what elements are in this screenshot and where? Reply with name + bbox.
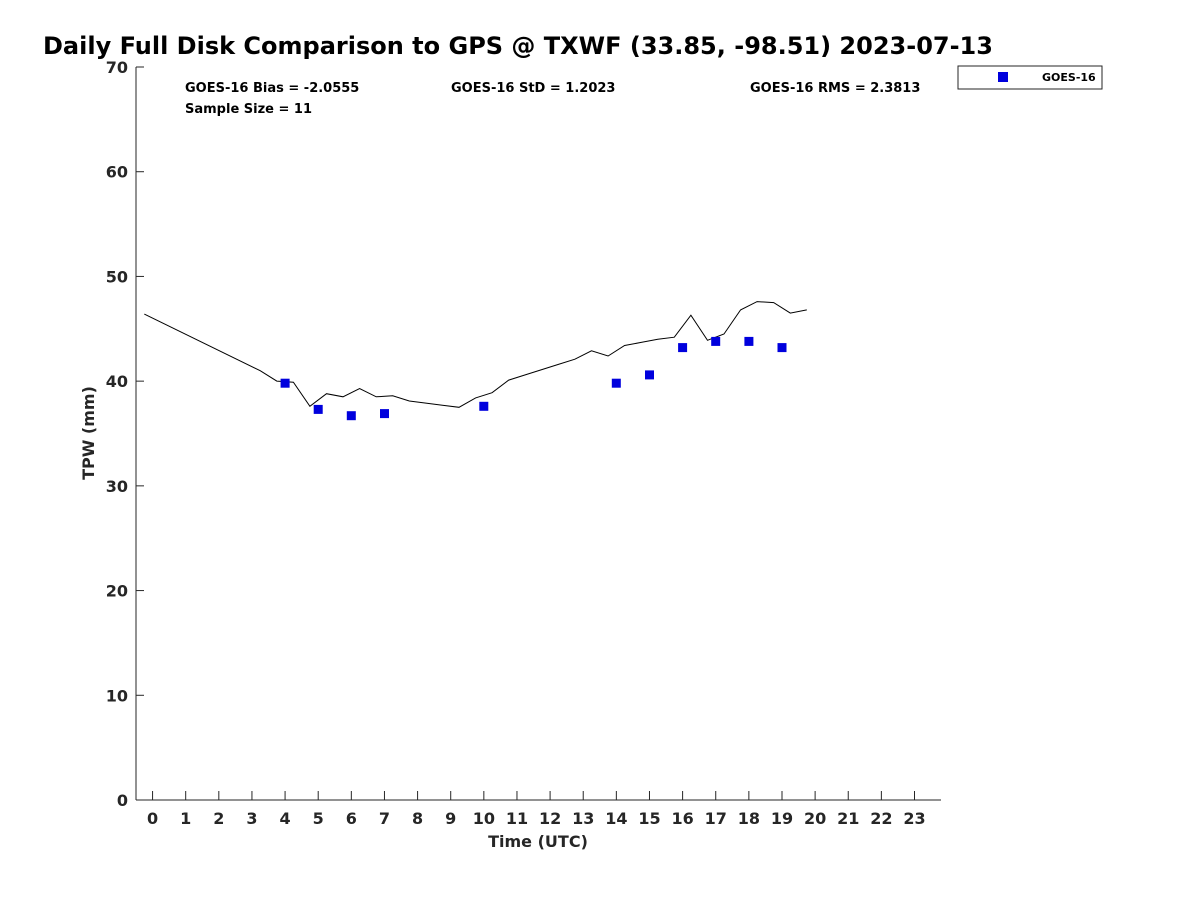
y-tick-label: 50 <box>106 267 128 286</box>
x-axis-label: Time (UTC) <box>488 832 588 851</box>
chart-title: Daily Full Disk Comparison to GPS @ TXWF… <box>43 32 993 60</box>
y-tick-label: 40 <box>106 372 128 391</box>
x-tick-label: 23 <box>903 809 925 828</box>
x-tick-label: 5 <box>313 809 324 828</box>
x-tick-label: 15 <box>638 809 660 828</box>
x-tick-label: 22 <box>870 809 892 828</box>
statistics-annotations: GOES-16 Bias = -2.0555 GOES-16 StD = 1.2… <box>185 81 920 117</box>
x-tick-label: 8 <box>412 809 423 828</box>
x-tick-label: 18 <box>738 809 760 828</box>
x-tick-label: 21 <box>837 809 859 828</box>
x-tick-label: 2 <box>213 809 224 828</box>
y-tick-label: 10 <box>106 686 128 705</box>
y-tick-label: 60 <box>106 163 128 182</box>
y-ticks: 0 10 20 30 40 50 60 70 <box>106 58 144 810</box>
bias-annotation: GOES-16 Bias = -2.0555 <box>185 81 359 96</box>
y-tick-label: 70 <box>106 58 128 77</box>
y-tick-label: 30 <box>106 477 128 496</box>
plot-frame <box>135 67 941 801</box>
goes16-point <box>777 343 787 353</box>
y-axis-label: TPW (mm) <box>79 386 98 480</box>
series-layer <box>144 301 807 421</box>
goes16-point <box>313 404 323 414</box>
std-annotation: GOES-16 StD = 1.2023 <box>451 81 615 96</box>
goes16-point <box>744 336 754 346</box>
legend-label-goes16: GOES-16 <box>1042 71 1096 84</box>
x-tick-label: 12 <box>539 809 561 828</box>
x-tick-label: 17 <box>705 809 727 828</box>
y-tick-label: 0 <box>117 791 128 810</box>
x-tick-label: 9 <box>445 809 456 828</box>
goes16-point <box>346 411 356 421</box>
gps-tpw-line <box>144 301 807 408</box>
legend: GOES-16 <box>957 65 1103 90</box>
x-tick-label: 1 <box>180 809 191 828</box>
goes16-point <box>479 401 489 411</box>
goes16-point <box>678 343 688 353</box>
x-tick-label: 20 <box>804 809 826 828</box>
legend-marker-goes16 <box>998 72 1008 82</box>
x-tick-label: 14 <box>605 809 627 828</box>
x-tick-label: 16 <box>671 809 693 828</box>
sample-size-annotation: Sample Size = 11 <box>185 102 312 117</box>
x-tick-label: 19 <box>771 809 793 828</box>
goes16-point <box>645 370 654 380</box>
x-tick-label: 0 <box>147 809 158 828</box>
goes16-point <box>611 378 621 388</box>
goes16-point <box>380 409 389 419</box>
x-tick-label: 4 <box>280 809 291 828</box>
goes16-point <box>711 336 721 346</box>
goes16-point <box>280 378 290 388</box>
y-tick-label: 20 <box>106 582 128 601</box>
legend-box <box>957 65 1103 90</box>
x-tick-label: 11 <box>506 809 528 828</box>
x-tick-label: 3 <box>246 809 257 828</box>
x-tick-label: 10 <box>473 809 495 828</box>
x-tick-label: 7 <box>379 809 390 828</box>
x-tick-label: 6 <box>346 809 357 828</box>
x-ticks: 0 1 2 3 4 5 6 7 8 9 10 11 12 13 14 15 16 17 18 19 20 21 22 23 <box>147 791 926 828</box>
rms-annotation: GOES-16 RMS = 2.3813 <box>750 81 920 96</box>
x-tick-label: 13 <box>572 809 594 828</box>
